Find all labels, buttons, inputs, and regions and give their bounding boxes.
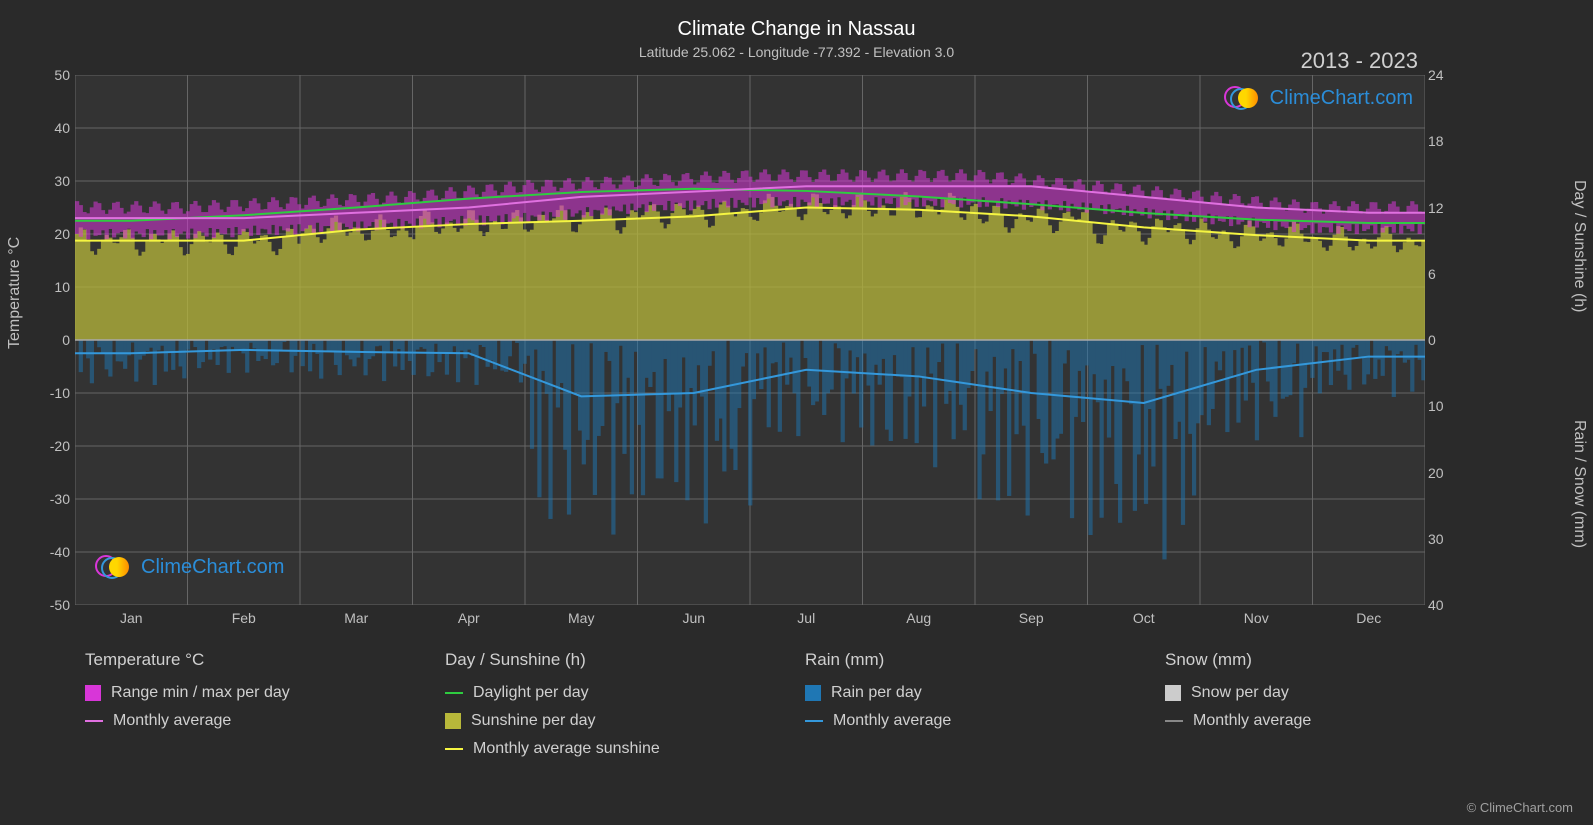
legend-swatch [805,720,823,722]
legend-item: Range min / max per day [85,684,425,702]
legend-title: Day / Sunshine (h) [445,650,785,670]
legend-item: Monthly average [85,712,425,730]
legend-swatch [85,720,103,722]
logo-icon [1224,86,1262,110]
y-left-tick: 30 [40,173,70,189]
legend-column: Temperature °C Range min / max per day Mon… [85,650,425,768]
y-axis-left-label: Temperature °C [6,237,24,349]
y-right-tick: 24 [1428,67,1453,83]
plot-area [75,75,1425,605]
y-left-tick: -30 [40,491,70,507]
watermark-top-right: ClimeChart.com [1224,86,1413,110]
y-axis-right-label-top: Day / Sunshine (h) [1570,180,1588,313]
y-left-tick: 40 [40,120,70,136]
legend-label: Sunshine per day [471,712,596,730]
legend-swatch [445,713,461,729]
y-left-tick: 20 [40,226,70,242]
y-left-tick: 50 [40,67,70,83]
y-right-tick: 0 [1428,332,1453,348]
legend-swatch [445,748,463,750]
legend-column: Day / Sunshine (h) Daylight per day Sunshi… [445,650,785,768]
y-right-tick: 30 [1428,531,1453,547]
y-axis-right-label-bottom: Rain / Snow (mm) [1570,420,1588,548]
x-month-tick: Jun [682,610,705,626]
legend-swatch [85,685,101,701]
legend-label: Snow per day [1191,684,1289,702]
year-range: 2013 - 2023 [1301,48,1418,74]
logo-icon [95,555,133,579]
y-right-tick: 20 [1428,465,1453,481]
x-month-tick: Feb [232,610,256,626]
y-right-tick: 18 [1428,133,1453,149]
legend-item: Daylight per day [445,684,785,702]
x-month-tick: Jan [120,610,143,626]
y-right-tick: 12 [1428,200,1453,216]
legend-title: Snow (mm) [1165,650,1505,670]
legend: Temperature °C Range min / max per day Mon… [85,650,1505,768]
legend-column: Rain (mm) Rain per day Monthly average [805,650,1145,768]
rain-daily [79,340,1425,559]
x-month-tick: May [568,610,594,626]
y-right-tick: 6 [1428,266,1453,282]
chart-svg [75,75,1425,605]
y-left-tick: 10 [40,279,70,295]
legend-label: Range min / max per day [111,684,290,702]
legend-item: Rain per day [805,684,1145,702]
legend-column: Snow (mm) Snow per day Monthly average [1165,650,1505,768]
legend-title: Rain (mm) [805,650,1145,670]
y-left-tick: 0 [40,332,70,348]
y-left-tick: -10 [40,385,70,401]
legend-item: Sunshine per day [445,712,785,730]
watermark-text: ClimeChart.com [1270,87,1413,110]
legend-swatch [1165,720,1183,722]
copyright: © ClimeChart.com [1467,800,1573,815]
legend-swatch [1165,685,1181,701]
legend-label: Monthly average [833,712,951,730]
legend-item: Monthly average [805,712,1145,730]
legend-label: Rain per day [831,684,922,702]
x-month-tick: Mar [344,610,368,626]
legend-label: Daylight per day [473,684,589,702]
x-month-tick: Nov [1244,610,1269,626]
x-month-tick: Oct [1133,610,1155,626]
legend-item: Monthly average [1165,712,1505,730]
watermark-text: ClimeChart.com [141,556,284,579]
chart-title: Climate Change in Nassau [0,18,1593,41]
legend-swatch [805,685,821,701]
x-month-tick: Apr [458,610,480,626]
x-month-tick: Dec [1356,610,1381,626]
legend-item: Monthly average sunshine [445,740,785,758]
y-left-tick: -20 [40,438,70,454]
legend-swatch [445,692,463,694]
legend-label: Monthly average sunshine [473,740,660,758]
watermark-bottom-left: ClimeChart.com [95,555,284,579]
x-month-tick: Aug [906,610,931,626]
x-month-tick: Jul [797,610,815,626]
legend-label: Monthly average [1193,712,1311,730]
x-month-tick: Sep [1019,610,1044,626]
y-right-tick: 40 [1428,597,1453,613]
y-left-tick: -40 [40,544,70,560]
legend-label: Monthly average [113,712,231,730]
y-right-tick: 10 [1428,398,1453,414]
legend-title: Temperature °C [85,650,425,670]
y-left-tick: -50 [40,597,70,613]
legend-item: Snow per day [1165,684,1505,702]
